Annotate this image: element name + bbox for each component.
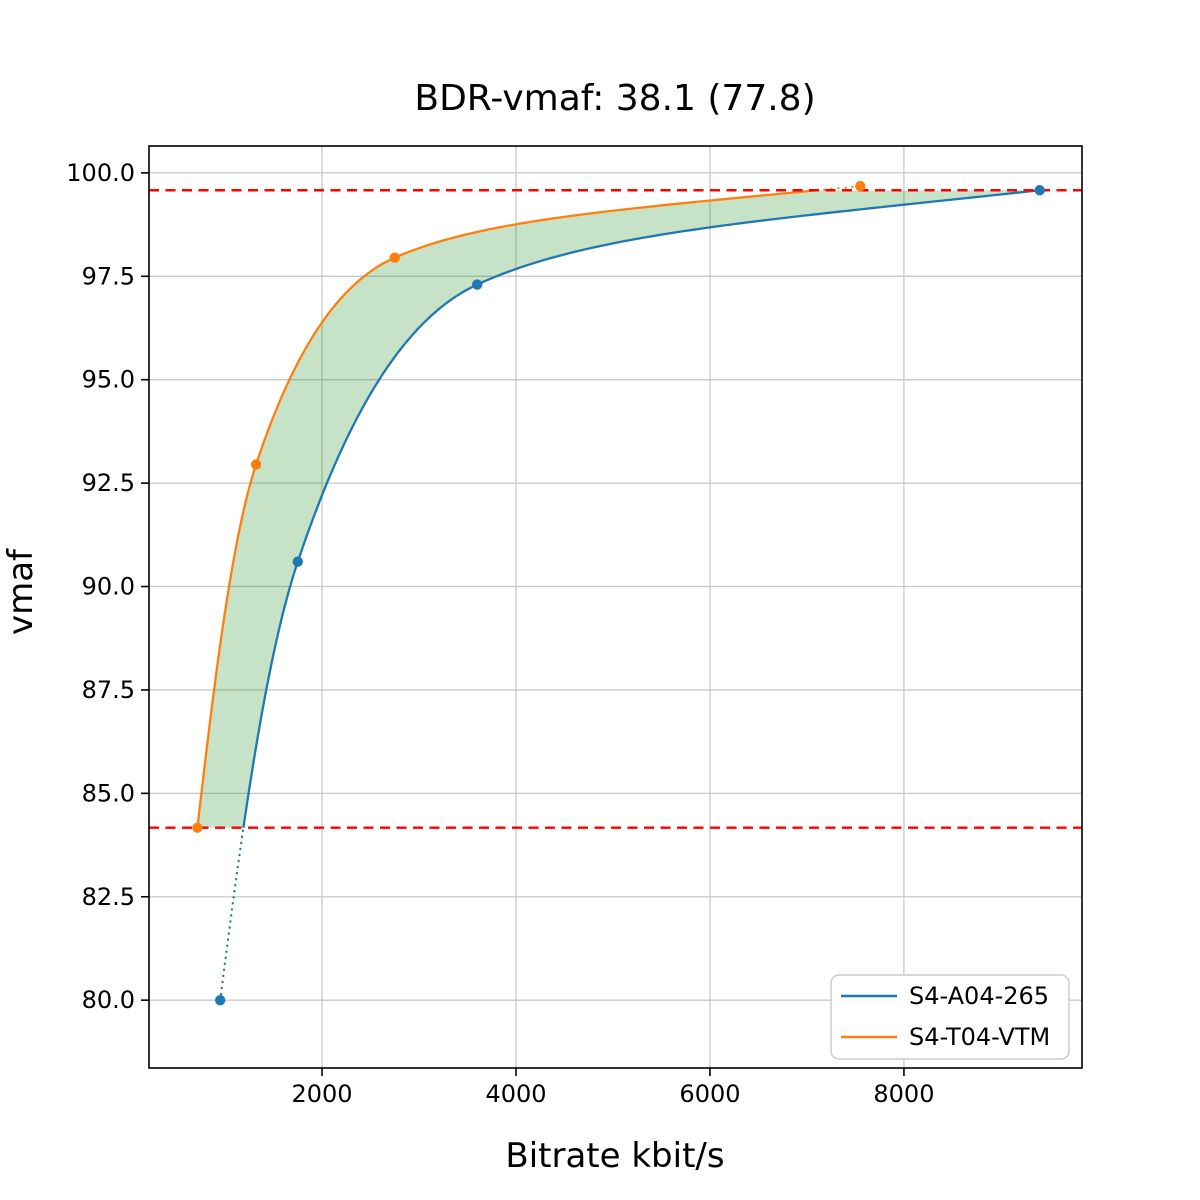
series-line-solid bbox=[242, 189, 1040, 828]
data-point-marker bbox=[1034, 185, 1045, 196]
data-point-marker bbox=[192, 822, 203, 833]
y-tick-label: 92.5 bbox=[82, 469, 135, 497]
x-tick-label: 4000 bbox=[485, 1080, 546, 1108]
series-line-solid bbox=[196, 189, 818, 828]
y-tick-label: 97.5 bbox=[82, 262, 135, 290]
data-point-marker bbox=[214, 994, 226, 1006]
legend-label: S4-A04-265 bbox=[909, 982, 1049, 1010]
x-tick-label: 8000 bbox=[873, 1080, 934, 1108]
y-axis-label: vmaf bbox=[1, 548, 41, 635]
plot-layer bbox=[149, 146, 1082, 1068]
data-point-marker bbox=[250, 459, 262, 470]
legend: S4-A04-265 S4-T04-VTM bbox=[830, 974, 1070, 1060]
series-line-dotted bbox=[816, 184, 862, 192]
y-tick-label: 90.0 bbox=[82, 573, 135, 601]
y-tick-label: 80.0 bbox=[82, 986, 135, 1014]
data-point-marker bbox=[855, 180, 866, 192]
x-axis-label: Bitrate kbit/s bbox=[505, 1136, 724, 1176]
y-tick-label: 100.0 bbox=[66, 159, 135, 187]
data-point-marker bbox=[389, 252, 400, 263]
overlay-layer: 2000 4000 6000 8000 80.0 82.5 85.0 87.5 90.0 92.5… bbox=[66, 159, 1070, 1108]
bd-overlap-band bbox=[197, 190, 1040, 828]
legend-label: S4-T04-VTM bbox=[909, 1023, 1050, 1051]
decor-layer: BDR-vmaf: 38.1 (77.8) Bitrate kbit/s vma… bbox=[1, 78, 1083, 1176]
y-tick-label: 87.5 bbox=[82, 676, 135, 704]
x-tick-label: 6000 bbox=[679, 1080, 740, 1108]
y-tick-label: 82.5 bbox=[82, 883, 135, 911]
y-tick-label: 85.0 bbox=[82, 779, 135, 807]
plot-border bbox=[148, 145, 1083, 1069]
data-point-marker bbox=[292, 556, 303, 567]
data-point-marker bbox=[471, 279, 483, 290]
chart-title: BDR-vmaf: 38.1 (77.8) bbox=[414, 78, 815, 119]
y-tick-label: 95.0 bbox=[82, 366, 135, 394]
x-tick-label: 2000 bbox=[291, 1080, 352, 1108]
series-line-dotted bbox=[219, 826, 245, 1002]
